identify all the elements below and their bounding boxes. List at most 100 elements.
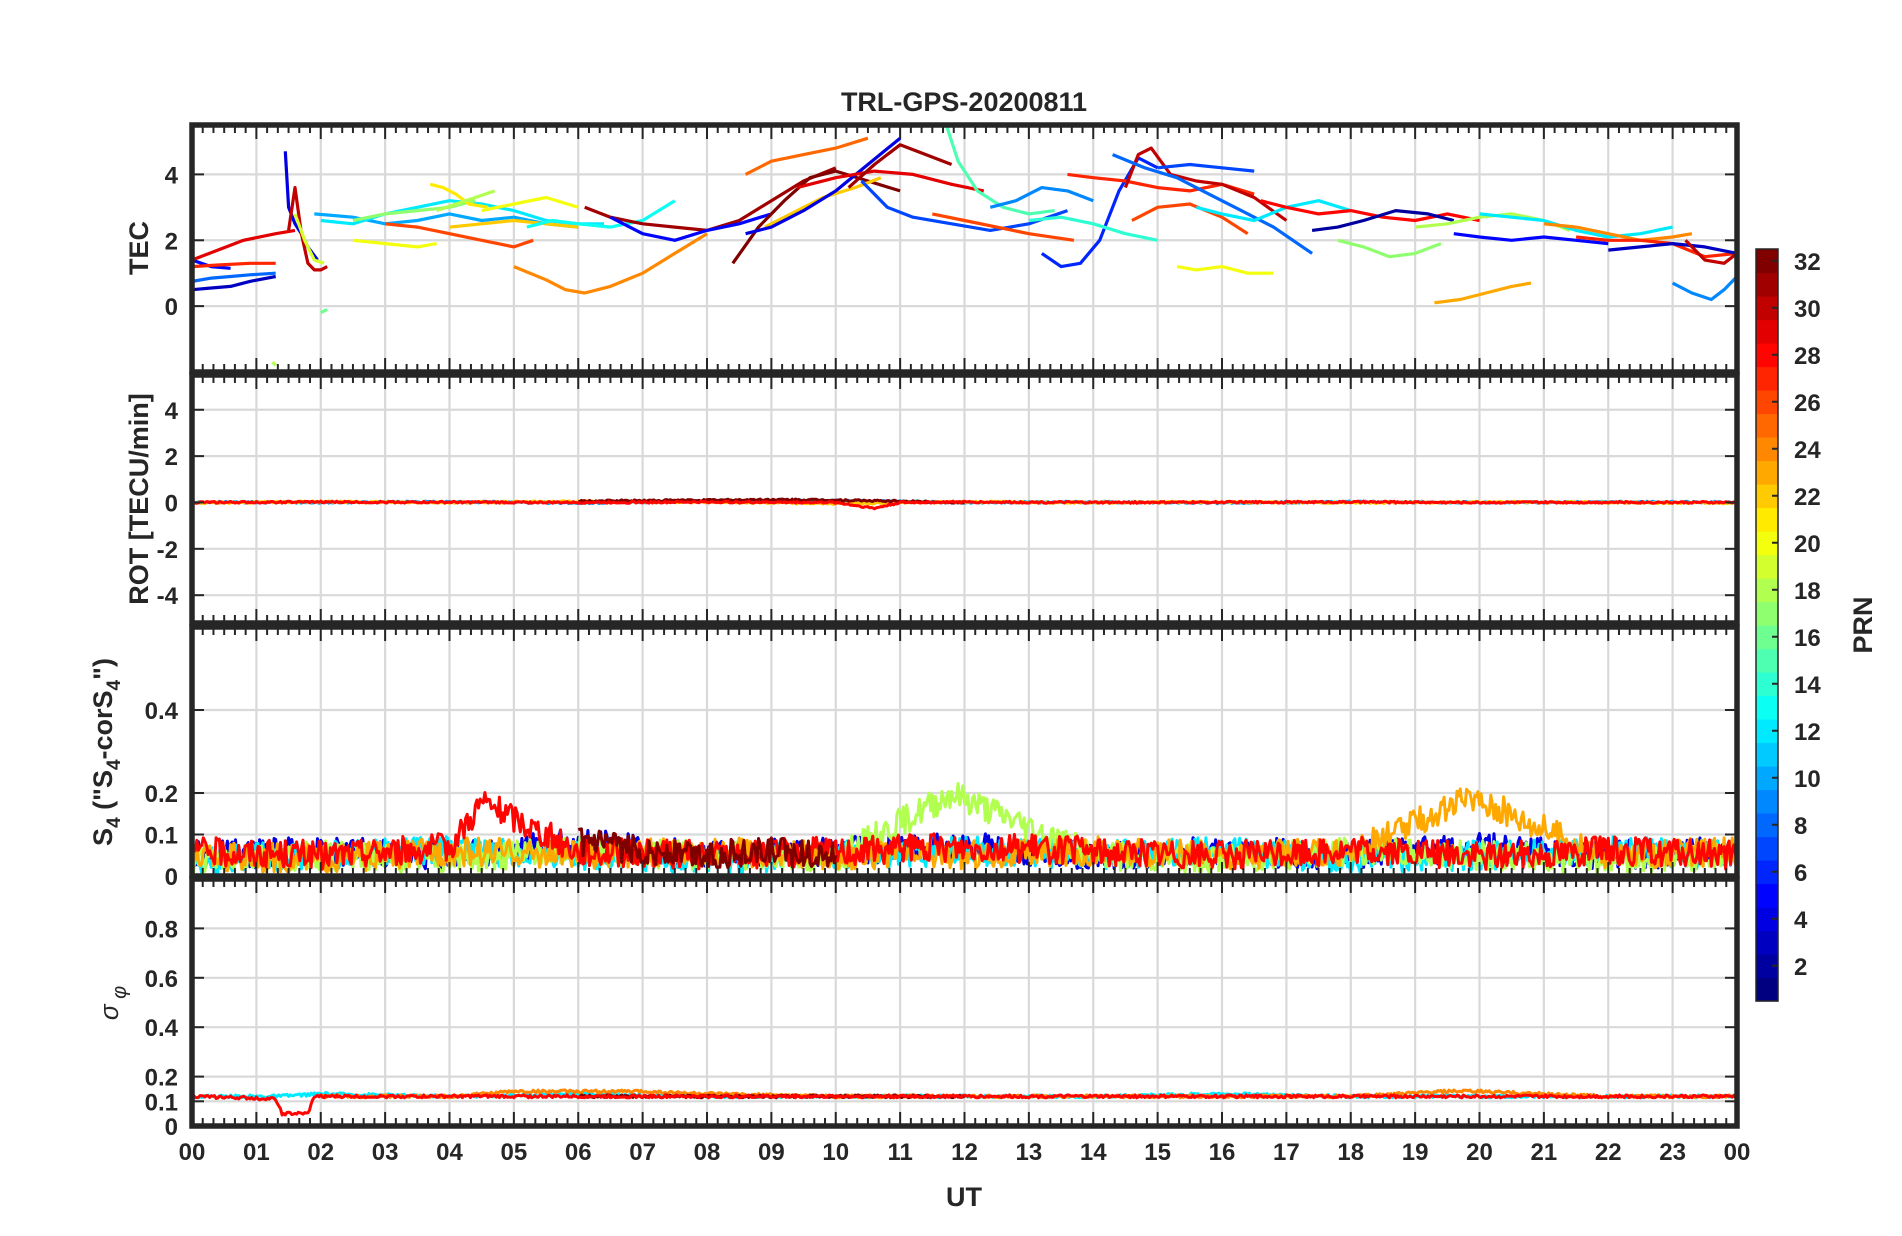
colorbar-band — [1756, 413, 1778, 438]
s4-ylabel-cor: -corS — [88, 690, 118, 759]
s4-ylabel-end: ") — [88, 658, 118, 680]
sigma-grid — [192, 879, 1737, 1128]
colorbar-band — [1756, 907, 1778, 932]
rot-grid — [192, 375, 1737, 623]
colorbar-band — [1756, 672, 1778, 697]
x-tick-label: 04 — [436, 1139, 463, 1166]
tec-series-line — [847, 143, 953, 189]
sigma-ytick-label: 0.6 — [145, 966, 178, 993]
tec-series-line — [1453, 232, 1609, 246]
tec-series-line — [436, 189, 496, 213]
s4-panel: 00.10.20.4 S4 ("S4-corS4") — [88, 624, 1740, 891]
tec-series-line — [429, 182, 489, 209]
tec-series-line — [796, 169, 985, 193]
tec-series-line — [931, 212, 1075, 242]
colorbar-tick-label: 12 — [1794, 719, 1821, 746]
sigma-series — [192, 1088, 1737, 1117]
x-tick-label: 00 — [1724, 1139, 1751, 1166]
x-tick-label: 06 — [565, 1139, 592, 1166]
colorbar-band — [1756, 272, 1778, 297]
tec-series-line — [192, 274, 276, 292]
colorbar-band — [1756, 977, 1778, 1002]
tec-series-line — [287, 186, 328, 272]
tec-series-line — [584, 166, 837, 232]
s4-ylabel-sub1: 4 — [104, 817, 125, 828]
tec-series-line — [1311, 209, 1455, 232]
s4-series-line — [577, 827, 838, 870]
sigma-ylabel: σ φ — [94, 986, 131, 1020]
colorbar-tick-label: 30 — [1794, 296, 1821, 323]
s4-ytick-label: 0 — [165, 864, 178, 891]
tec-series-line — [1337, 238, 1442, 259]
s4-ylabel-mid: ("S — [88, 770, 118, 817]
tec-series-line — [352, 238, 437, 249]
colorbar-band — [1756, 695, 1778, 720]
colorbar-band — [1756, 883, 1778, 908]
x-tick-label: 07 — [629, 1139, 656, 1166]
colorbar-band — [1756, 249, 1778, 274]
s4-ytick-label: 0.4 — [145, 698, 179, 725]
colorbar-band — [1756, 578, 1778, 603]
tec-series-line — [1195, 199, 1352, 223]
colorbar-tick-label: 2 — [1794, 954, 1807, 981]
x-tick-label: 20 — [1466, 1139, 1493, 1166]
rot-ytick-label: 4 — [165, 398, 179, 425]
colorbar-band — [1756, 601, 1778, 626]
tec-series-line — [526, 199, 676, 229]
colorbar-band — [1756, 789, 1778, 814]
s4-yticklabels: 0 0.1 0.2 0.4 — [145, 698, 179, 891]
tec-series-line — [352, 199, 476, 223]
x-tick-label: 10 — [822, 1139, 849, 1166]
tec-series-clip — [192, 125, 1737, 367]
sigma-ylabel-sigma: σ — [94, 1003, 124, 1020]
rot-ytick-label: 0 — [165, 490, 178, 517]
s4-ytick-label: 0.1 — [145, 823, 178, 850]
x-tick-label: 08 — [694, 1139, 721, 1166]
tec-series-line — [744, 136, 869, 176]
tec-series-line — [745, 136, 902, 236]
rot-ticks — [191, 375, 1738, 623]
colorbar-band — [1756, 484, 1778, 509]
sigma-ylabel-phi: φ — [109, 986, 131, 1005]
colorbar-tick-label: 4 — [1794, 907, 1808, 934]
colorbar-band — [1756, 366, 1778, 391]
x-tick-label: 19 — [1402, 1139, 1429, 1166]
colorbar-frame — [1755, 248, 1779, 1002]
s4-ylabel: S4 ("S4-corS4") — [88, 658, 125, 846]
sigma-series-clip — [192, 1088, 1737, 1117]
tec-series-line — [283, 151, 319, 261]
x-tick-label: 13 — [1016, 1139, 1043, 1166]
tec-series-line — [293, 213, 325, 265]
tec-series-line — [271, 360, 277, 367]
sigma-ytick-label: 0.4 — [145, 1015, 179, 1042]
tec-series-line — [1131, 202, 1249, 236]
tec-ytick-label: 0 — [165, 294, 178, 321]
chart-title: TRL-GPS-20200811 — [841, 87, 1087, 117]
s4-ylabel-s: S — [88, 828, 118, 846]
x-axis-label: UT — [946, 1182, 982, 1212]
tec-series-line — [1671, 275, 1737, 302]
x-tick-label: 12 — [951, 1139, 978, 1166]
tec-series-line — [1260, 199, 1480, 223]
colorbar-label: PRN — [1848, 596, 1878, 653]
colorbar-band — [1756, 507, 1778, 532]
x-tick-label: 03 — [372, 1139, 399, 1166]
colorbar-tick-label: 32 — [1794, 249, 1821, 276]
tec-series-line — [1111, 153, 1314, 255]
rot-panel: -4 -2 0 2 4 ROT [TECU/min] — [124, 372, 1740, 626]
x-tick-labels: 00 01 02 03 04 05 06 07 08 09 10 11 12 13 14 15 16 17 18 19… — [179, 1139, 1751, 1166]
tec-series-line — [1543, 222, 1693, 242]
x-tick-label: 05 — [501, 1139, 528, 1166]
x-tick-label: 22 — [1595, 1139, 1622, 1166]
colorbar-tick-label: 28 — [1794, 343, 1821, 370]
colorbar-tick-label: 18 — [1794, 578, 1821, 605]
rot-series-clip — [192, 497, 1737, 511]
x-tick-label: 09 — [758, 1139, 785, 1166]
sigma-yticklabels: 00.10.2 0.4 0.6 0.8 — [145, 916, 179, 1141]
tec-series-line — [192, 228, 296, 262]
tec-panel: 0 2 4 TEC — [124, 122, 1740, 375]
colorbar-tick-label: 6 — [1794, 860, 1807, 887]
rot-ytick-label: 2 — [165, 444, 178, 471]
